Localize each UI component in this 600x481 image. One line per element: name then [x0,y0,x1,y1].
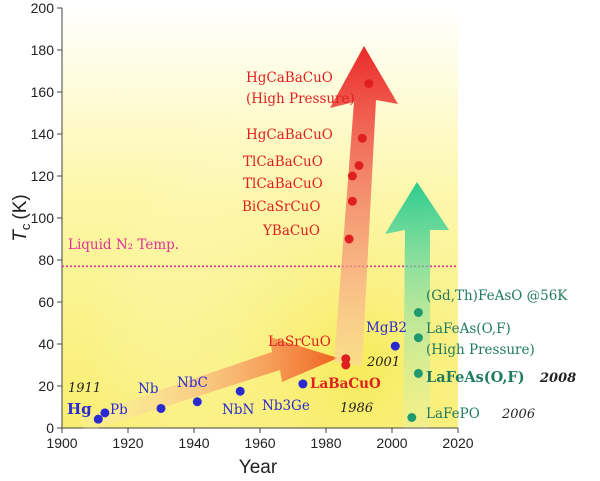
data-point [344,234,354,244]
x-axis-ticks: 1900 1920 1940 1960 1980 2000 2020 [46,428,474,451]
y-tick-label: 60 [38,294,54,310]
svg-text:Tc(K): Tc (K) [10,194,33,241]
data-point [413,368,423,378]
label-hgcabacuo-hp-line1: HgCaBaCuO [246,70,333,86]
year-annotations: 1911 1986 2001 2008 2006 [68,355,576,422]
data-point [364,79,374,89]
year-2008: 2008 [539,371,576,386]
label-hgcabacuo-hp-line2: (High Pressure) [246,91,355,107]
x-tick-label: 2000 [376,435,407,451]
x-tick-label: 1920 [112,435,143,451]
year-1986: 1986 [340,401,373,416]
y-tick-label: 0 [46,420,54,436]
label-nb: Nb [138,381,158,397]
data-point [341,354,351,364]
data-point [341,360,351,370]
y-axis-ticks: 0 20 40 60 80 100 120 140 160 180 200 [31,0,62,436]
y-tick-label: 80 [38,252,54,268]
label-lafeas-hp-line2: (High Pressure) [426,342,535,358]
data-point [357,133,367,143]
label-lafeas-hp-line1: LaFeAs(O,F) [426,321,511,337]
label-bicasrcuo: BiCaSrCuO [242,199,320,215]
year-2006: 2006 [501,407,535,422]
data-point [407,413,417,422]
y-tick-label: 180 [31,42,55,58]
data-points [93,79,423,424]
year-2001: 2001 [366,355,400,370]
data-point [298,379,308,389]
trend-arrow-iron [385,182,449,428]
label-pb: Pb [110,402,128,418]
label-lasrcuo: LaSrCuO [268,334,331,350]
x-tick-label: 1900 [46,435,77,451]
trend-arrow-cuprate [330,46,398,366]
data-point [100,408,110,418]
y-tick-label: 200 [31,0,55,16]
point-labels: Hg Pb Nb NbC NbN Nb3Ge LaBaCuO LaSrCuO Y… [67,70,568,422]
label-lafepo: LaFePO [426,406,480,422]
data-point [156,403,166,413]
label-ybacuo: YBaCuO [262,223,320,239]
label-labacuo: LaBaCuO [310,376,381,392]
label-gdth: (Gd,Th)FeAsO @56K [426,288,568,304]
y-tick-label: 120 [31,168,55,184]
y-axis-title-unit: (K) [10,194,31,219]
label-nbc: NbC [177,375,208,391]
x-tick-label: 1940 [178,435,209,451]
data-point [192,397,202,407]
y-tick-label: 160 [31,84,55,100]
y-tick-label: 100 [31,210,55,226]
data-point [347,171,357,181]
data-point [235,386,245,396]
y-tick-label: 20 [38,378,54,394]
label-hgcabacuo: HgCaBaCuO [246,127,333,143]
y-axis-title-sub: c [18,223,33,230]
data-point [413,308,423,317]
x-tick-label: 2020 [442,435,473,451]
label-nb3ge: Nb3Ge [262,398,310,414]
label-lafeas: LaFeAs(O,F) [426,369,525,386]
data-point [413,333,423,343]
y-tick-label: 140 [31,126,55,142]
liquid-nitrogen-label: Liquid N₂ Temp. [68,237,179,253]
x-axis-title: Year [239,457,278,478]
x-tick-label: 1960 [244,435,275,451]
year-1911: 1911 [68,381,101,396]
y-axis-title-main: T [10,229,31,242]
data-point [354,161,364,170]
x-tick-label: 1980 [310,435,341,451]
y-tick-label: 40 [38,336,54,352]
label-mgb2: MgB2 [366,320,407,336]
y-axis-title: Tc (K) [10,194,33,241]
data-point [347,196,357,206]
label-tlcabacuo-1: TlCaBaCuO [243,176,323,192]
trend-arrow-conventional [78,337,338,432]
label-hg: Hg [67,400,92,418]
data-point [390,341,400,351]
label-nbn: NbN [222,402,254,418]
label-tlcabacuo-2: TlCaBaCuO [243,154,323,170]
data-point [93,414,103,424]
